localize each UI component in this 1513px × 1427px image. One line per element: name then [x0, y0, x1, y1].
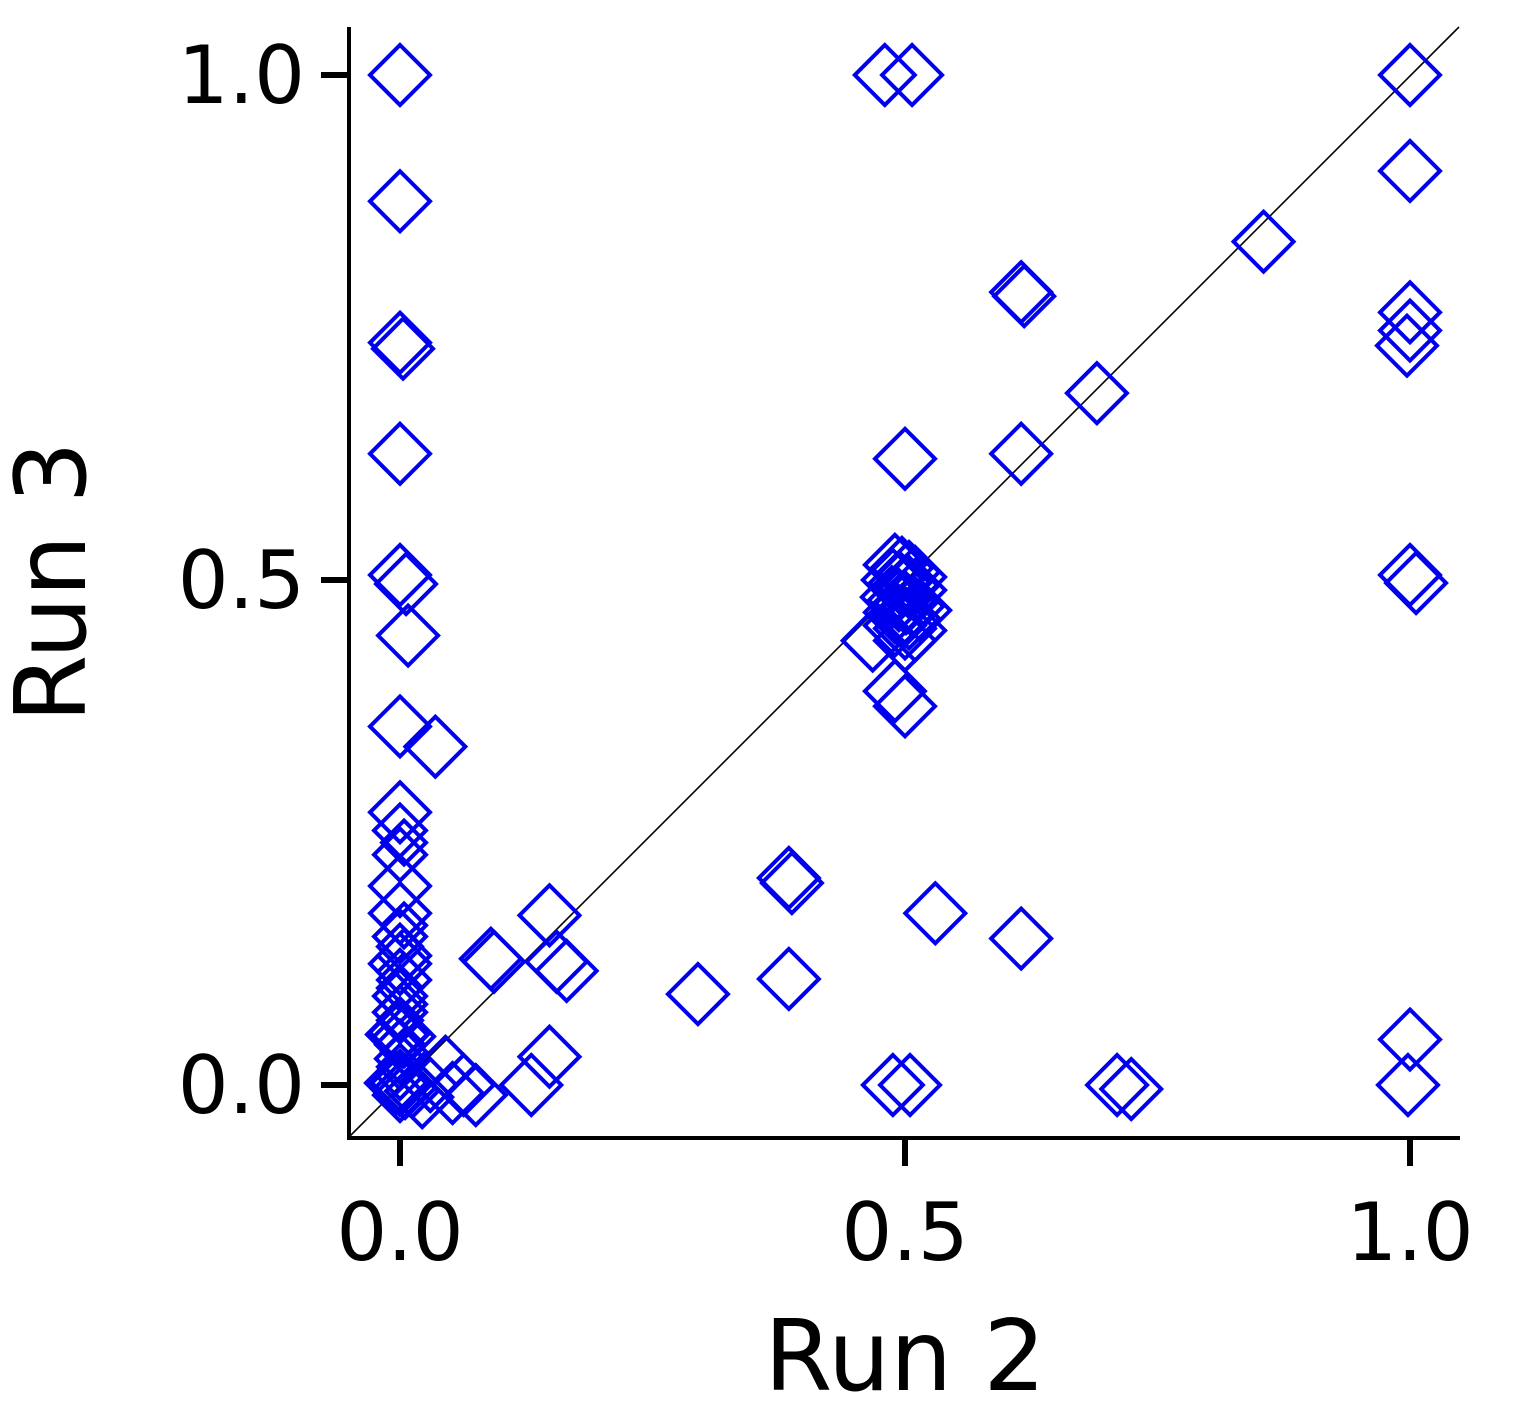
diamond-marker — [1377, 279, 1443, 346]
diamond-marker — [872, 595, 938, 662]
diamond-marker — [389, 1064, 456, 1130]
diamond-marker — [1374, 312, 1440, 379]
diamond-marker — [851, 42, 918, 108]
diamond-marker — [879, 42, 945, 108]
diamond-marker — [1375, 1052, 1441, 1118]
diamond-marker — [1377, 138, 1443, 204]
diamond-marker — [367, 42, 433, 108]
scatter-points — [363, 42, 1449, 1130]
diamond-marker — [1377, 42, 1443, 108]
diamond-marker — [991, 263, 1058, 330]
y-tick-label: 1.0 — [178, 29, 305, 122]
diamond-marker — [371, 1066, 429, 1124]
diamond-marker — [756, 946, 822, 1012]
diamond-marker — [367, 853, 433, 919]
diamond-marker — [367, 779, 433, 846]
x-tick-label: 1.0 — [1346, 1186, 1473, 1279]
diamond-marker — [516, 1023, 583, 1090]
y-axis-ticks: 0.0 0.5 1.0 — [178, 29, 349, 1132]
diamond-marker — [461, 928, 527, 995]
diamond-marker — [1383, 550, 1449, 616]
diamond-marker — [665, 961, 731, 1027]
diamond-marker — [373, 1031, 427, 1086]
diamond-marker — [367, 542, 433, 608]
diamond-marker — [367, 420, 433, 487]
diamond-marker — [988, 420, 1054, 487]
diamond-marker — [1098, 1056, 1165, 1122]
diamond-marker — [872, 425, 938, 492]
diamond-marker — [458, 925, 524, 992]
x-axis-ticks: 0.0 0.5 1.0 — [336, 1138, 1474, 1279]
diamond-marker — [533, 938, 600, 1004]
diamond-marker — [872, 673, 938, 740]
x-tick-label: 0.5 — [841, 1186, 968, 1279]
diamond-marker — [1064, 360, 1130, 426]
diamond-marker — [862, 658, 928, 724]
diamond-marker — [370, 315, 436, 382]
diamond-marker — [401, 1056, 460, 1114]
diamond-marker — [498, 1052, 565, 1118]
x-tick-label: 0.0 — [336, 1186, 463, 1279]
diamond-marker — [876, 585, 942, 652]
diamond-marker — [839, 607, 906, 674]
diamond-marker — [1084, 1052, 1150, 1118]
diamond-marker — [1377, 1006, 1443, 1073]
x-axis-label: Run 2 — [764, 1300, 1045, 1414]
diamond-marker — [860, 1052, 926, 1118]
diamond-marker — [1230, 208, 1297, 275]
diamond-marker — [367, 693, 433, 760]
diamond-marker — [371, 983, 429, 1042]
y-axis-label: Run 3 — [0, 441, 109, 722]
diamond-marker — [373, 551, 439, 617]
diamond-marker — [516, 882, 583, 949]
diamond-marker — [442, 1062, 509, 1128]
diamond-marker — [367, 168, 433, 235]
diamond-marker — [419, 1060, 486, 1126]
diamond-marker — [371, 907, 429, 966]
diamond-marker — [866, 567, 932, 634]
diamond-marker — [902, 880, 969, 947]
diamond-marker — [402, 713, 469, 780]
diamond-marker — [1377, 297, 1443, 364]
diamond-marker — [379, 817, 429, 868]
diamond-marker — [759, 850, 825, 916]
y-tick-label: 0.5 — [178, 534, 305, 627]
diamond-marker — [367, 309, 433, 376]
diamond-marker — [877, 1052, 943, 1118]
y-tick-label: 0.0 — [178, 1039, 305, 1132]
diamond-marker — [988, 905, 1054, 972]
diamond-marker — [379, 900, 429, 951]
diamond-marker — [375, 602, 441, 669]
